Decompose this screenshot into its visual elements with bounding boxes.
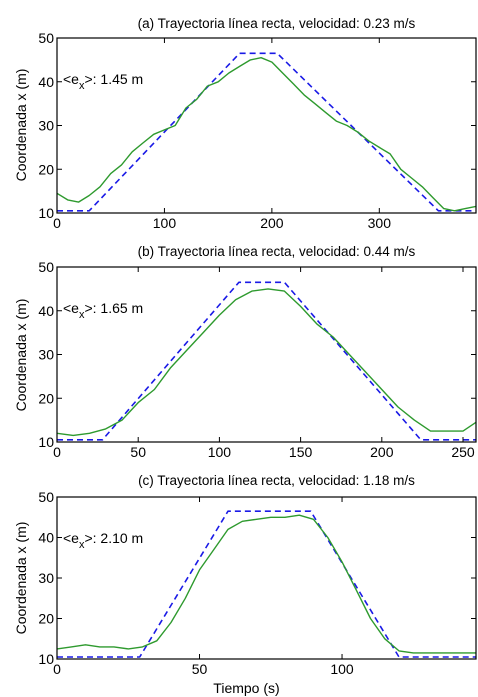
- annotation-subscript: x: [79, 80, 85, 92]
- x-tick-label: 50: [192, 661, 208, 677]
- x-tick-label: 50: [130, 444, 146, 460]
- x-tick-label: 150: [289, 444, 313, 460]
- x-tick-label: 100: [208, 444, 232, 460]
- x-tick-label: 250: [451, 444, 475, 460]
- chart-title: (a) Trayectoria línea recta, velocidad: …: [138, 16, 416, 31]
- y-tick-label: 30: [38, 118, 54, 134]
- chart-title: (c) Trayectoria línea recta, velocidad: …: [138, 473, 415, 488]
- y-tick-label: 40: [38, 303, 54, 319]
- estimated-trajectory-line: [57, 514, 476, 654]
- subplot-2: (b) Trayectoria línea recta, velocidad: …: [13, 244, 477, 460]
- y-axis-label: Coordenada x (m): [13, 69, 29, 182]
- y-tick-label: 40: [38, 74, 54, 90]
- y-tick-label: 10: [38, 651, 54, 667]
- estimated-trajectory-line: [57, 288, 476, 437]
- plot-frame: [56, 37, 477, 214]
- y-tick-label: 40: [38, 530, 54, 546]
- x-tick-label: 100: [330, 661, 354, 677]
- annotation-suffix: >: 1.65 m: [84, 300, 143, 316]
- x-tick-label: 0: [53, 661, 61, 677]
- reference-trajectory-line: [57, 510, 476, 658]
- y-axis-label: Coordenada x (m): [13, 522, 29, 635]
- y-tick-label: 30: [38, 347, 54, 363]
- annotation-subscript: x: [79, 309, 85, 321]
- y-tick-label: 20: [38, 611, 54, 627]
- x-tick-label: 200: [370, 444, 394, 460]
- annotation-suffix: >: 2.10 m: [84, 530, 143, 546]
- x-tick-label: 100: [153, 215, 177, 231]
- annotation-prefix: <e: [63, 71, 79, 87]
- y-axis-label: Coordenada x (m): [13, 299, 29, 412]
- y-tick-label: 50: [38, 259, 54, 275]
- x-tick-label: 0: [53, 215, 61, 231]
- subplot-3: (c) Trayectoria línea recta, velocidad: …: [13, 473, 477, 696]
- annotation-prefix: <e: [63, 530, 79, 546]
- y-tick-label: 50: [38, 489, 54, 505]
- error-annotation: <ex>: 1.65 m: [63, 300, 143, 321]
- y-tick-label: 10: [38, 434, 54, 450]
- x-tick-label: 300: [368, 215, 392, 231]
- y-tick-label: 10: [38, 205, 54, 221]
- plot-frame: [56, 496, 477, 660]
- subplot-1: (a) Trayectoria línea recta, velocidad: …: [13, 16, 477, 231]
- error-annotation: <ex>: 2.10 m: [63, 530, 143, 551]
- annotation-suffix: >: 1.45 m: [84, 71, 143, 87]
- y-tick-label: 20: [38, 390, 54, 406]
- plot-frame: [56, 266, 477, 443]
- annotation-prefix: <e: [63, 300, 79, 316]
- annotation-subscript: x: [79, 539, 85, 551]
- x-axis-label: Tiempo (s): [213, 680, 279, 696]
- y-tick-label: 30: [38, 570, 54, 586]
- y-tick-label: 20: [38, 161, 54, 177]
- error-annotation: <ex>: 1.45 m: [63, 71, 143, 92]
- estimated-trajectory-line: [57, 57, 476, 212]
- chart-title: (b) Trayectoria línea recta, velocidad: …: [138, 244, 416, 259]
- x-tick-label: 0: [53, 444, 61, 460]
- x-tick-label: 200: [260, 215, 284, 231]
- y-tick-label: 50: [38, 30, 54, 46]
